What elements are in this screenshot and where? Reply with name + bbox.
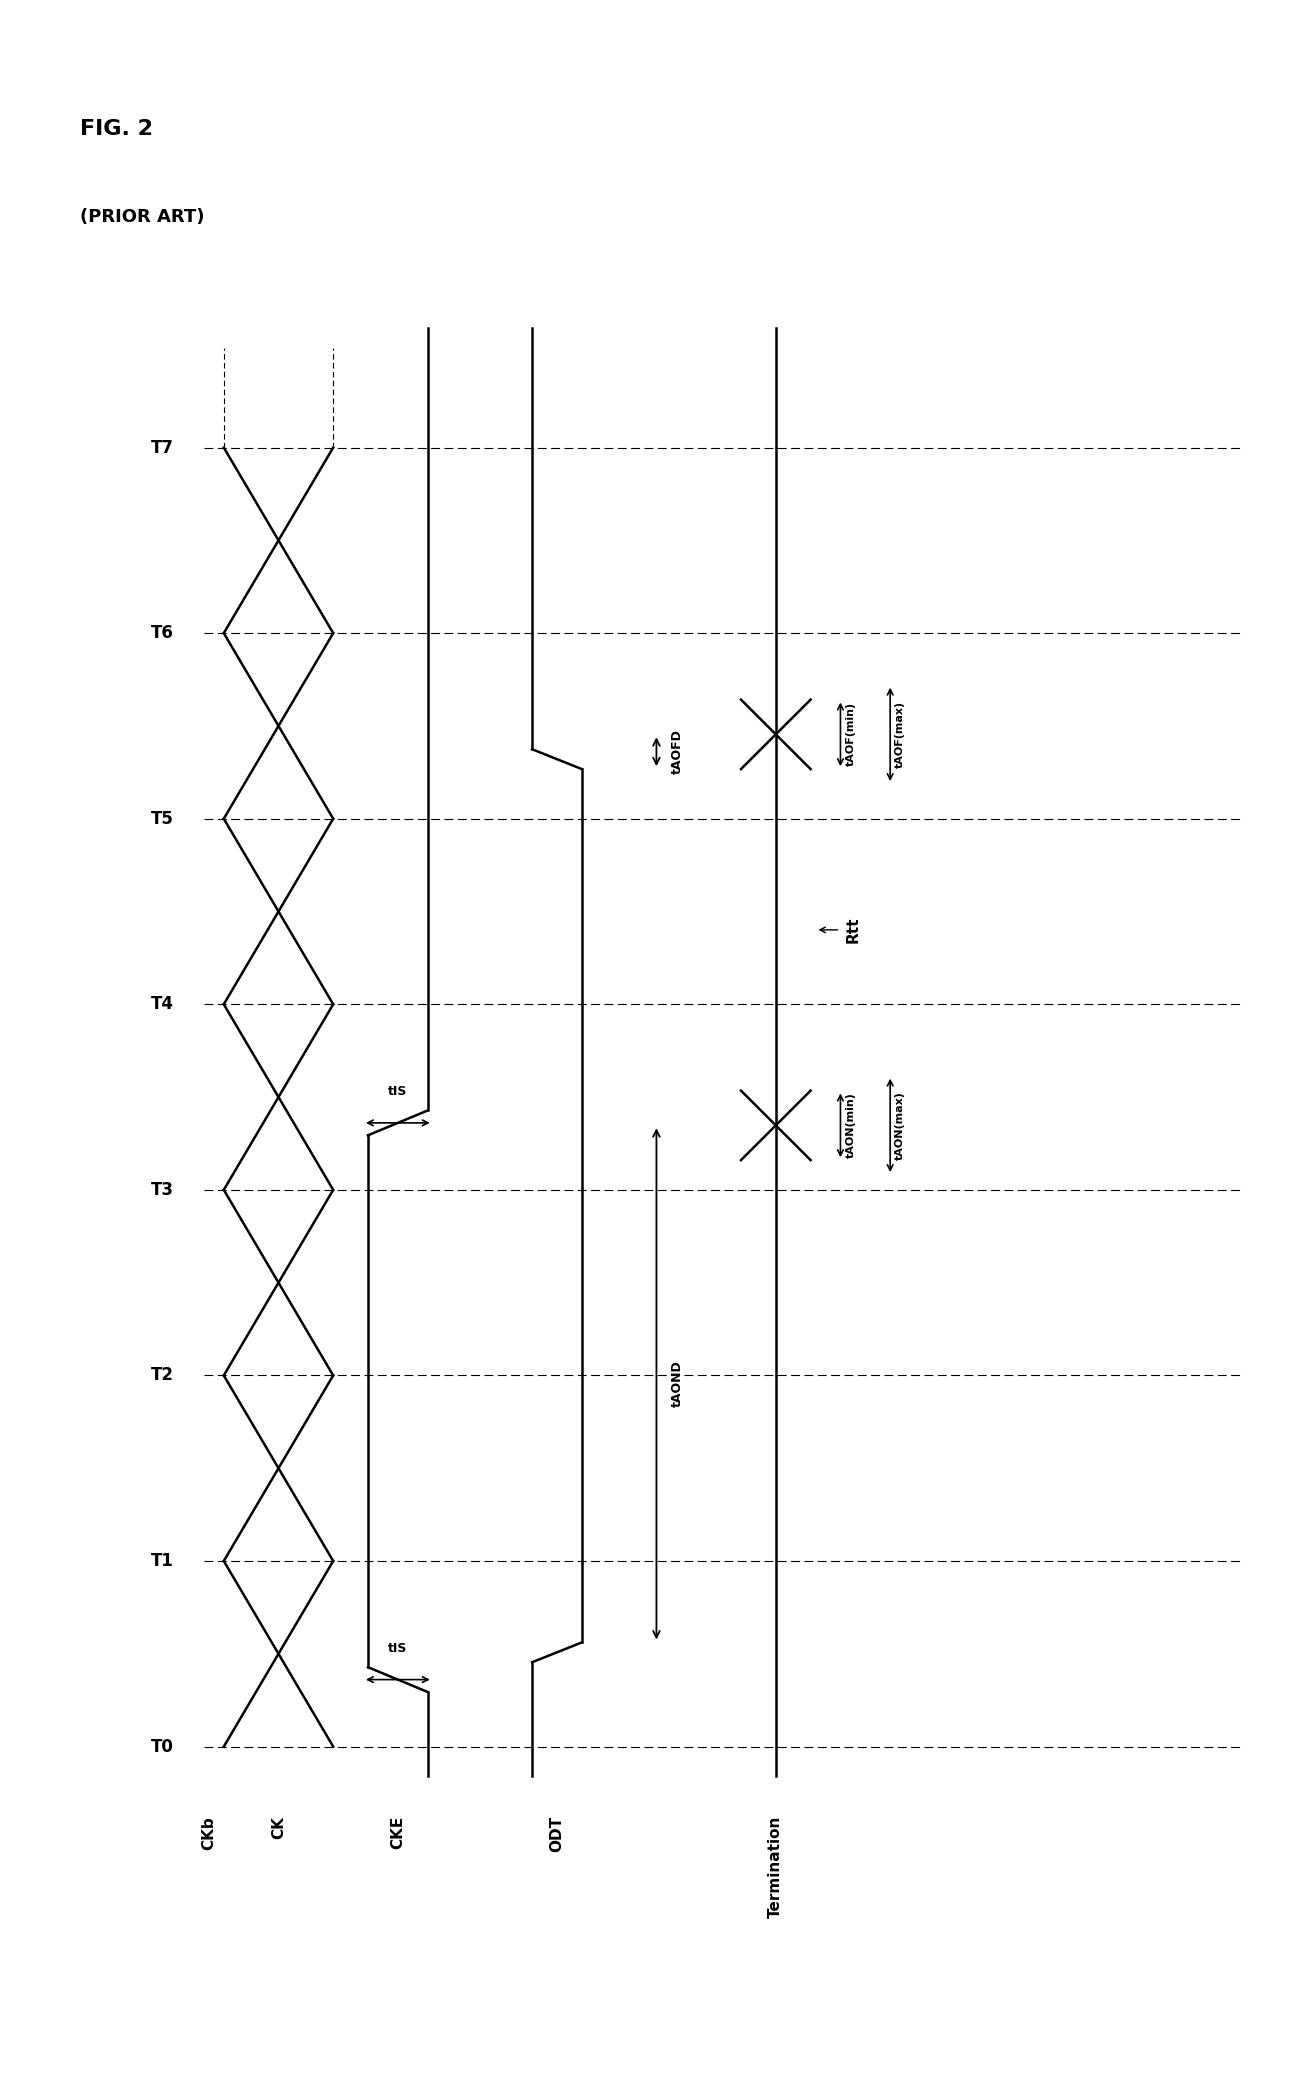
Text: tAOND: tAOND — [671, 1361, 684, 1407]
Text: FIG. 2: FIG. 2 — [80, 119, 153, 140]
Text: T0: T0 — [151, 1738, 175, 1755]
Text: tAOFD: tAOFD — [671, 729, 684, 773]
Text: tAON(max): tAON(max) — [895, 1090, 905, 1161]
Text: CKE: CKE — [390, 1815, 405, 1849]
Text: T2: T2 — [151, 1367, 175, 1384]
Text: T1: T1 — [151, 1553, 175, 1569]
Text: CK: CK — [272, 1815, 286, 1838]
Text: (PRIOR ART): (PRIOR ART) — [80, 208, 204, 227]
Text: T6: T6 — [151, 623, 175, 642]
Text: tAOF(min): tAOF(min) — [846, 702, 856, 767]
Text: T5: T5 — [151, 811, 175, 827]
Text: tAON(min): tAON(min) — [846, 1092, 856, 1159]
Text: T4: T4 — [151, 996, 175, 1013]
Text: Rtt: Rtt — [846, 917, 860, 944]
Text: T7: T7 — [151, 438, 175, 456]
Text: Termination: Termination — [768, 1815, 784, 1919]
Text: tIS: tIS — [388, 1642, 407, 1655]
Text: CKb: CKb — [202, 1815, 216, 1851]
Text: ODT: ODT — [550, 1815, 565, 1853]
Text: tIS: tIS — [388, 1086, 407, 1098]
Text: tAOF(max): tAOF(max) — [895, 700, 905, 767]
Text: T3: T3 — [151, 1182, 175, 1198]
